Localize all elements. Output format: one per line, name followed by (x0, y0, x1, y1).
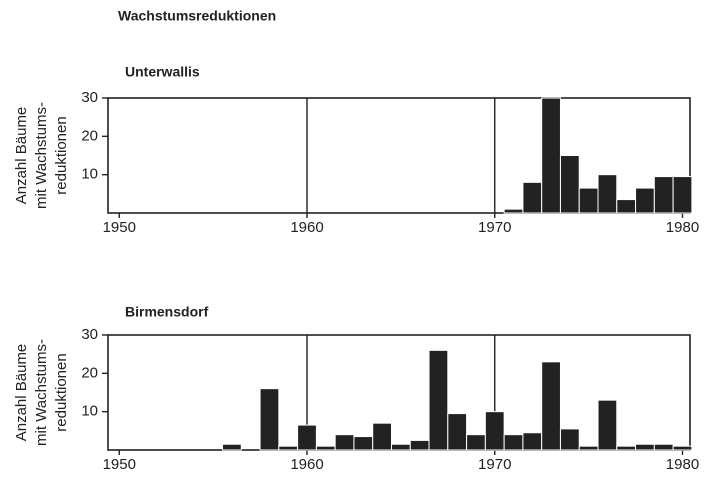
y-axis-label: reduktionen (53, 353, 70, 431)
bar (653, 176, 674, 214)
bar (503, 434, 524, 451)
y-axis-label: mit Wachstums- (33, 339, 50, 446)
bar (522, 432, 543, 451)
bar (541, 97, 561, 214)
x-tick-label: 1960 (290, 219, 323, 236)
x-tick-label: 1960 (290, 456, 323, 473)
bar (672, 445, 693, 451)
y-axis-label: Anzahl Bäume (13, 344, 30, 442)
x-tick-label: 1950 (103, 456, 136, 473)
bar (635, 187, 655, 214)
bar (484, 411, 505, 451)
x-tick-label: 1970 (478, 456, 511, 473)
bar (372, 422, 392, 451)
bar (390, 443, 411, 451)
bar (466, 434, 486, 451)
y-axis-label: mit Wachstums- (33, 102, 50, 209)
x-tick-label: 1970 (478, 219, 511, 236)
y-tick-label: 20 (81, 364, 98, 381)
bar (409, 439, 430, 451)
y-axis-label: reduktionen (53, 116, 70, 194)
y-tick-label: 30 (81, 89, 98, 106)
bar (578, 187, 599, 214)
y-tick-label: 10 (81, 403, 98, 420)
x-tick-label: 1980 (666, 219, 699, 236)
bar (428, 349, 449, 451)
bar (578, 445, 599, 451)
bar (222, 443, 242, 451)
bar (503, 208, 524, 214)
y-tick-label: 20 (81, 127, 98, 144)
bar (315, 445, 336, 451)
bar (597, 174, 618, 214)
bar (635, 443, 655, 451)
bar (672, 176, 693, 214)
plot-frame (107, 97, 691, 214)
bar (559, 155, 580, 214)
bar (559, 428, 580, 451)
x-tick-label: 1980 (666, 456, 699, 473)
bar (522, 181, 543, 214)
bar (616, 445, 637, 451)
bar (297, 424, 317, 451)
bar (334, 434, 355, 451)
bar (597, 399, 618, 451)
bar (541, 361, 561, 451)
bar (278, 445, 299, 451)
panel-title: Unterwallis (125, 64, 200, 80)
bar (616, 199, 637, 214)
y-tick-label: 10 (81, 166, 98, 183)
y-tick-label: 30 (81, 326, 98, 343)
bar (653, 443, 674, 451)
bar (259, 388, 280, 451)
bar (447, 413, 468, 451)
bar (353, 436, 374, 451)
panel-title: Birmensdorf (125, 304, 209, 320)
figure-title: Wachstumsreduktionen (118, 8, 276, 24)
x-tick-label: 1950 (103, 219, 136, 236)
y-axis-label: Anzahl Bäume (13, 107, 30, 205)
